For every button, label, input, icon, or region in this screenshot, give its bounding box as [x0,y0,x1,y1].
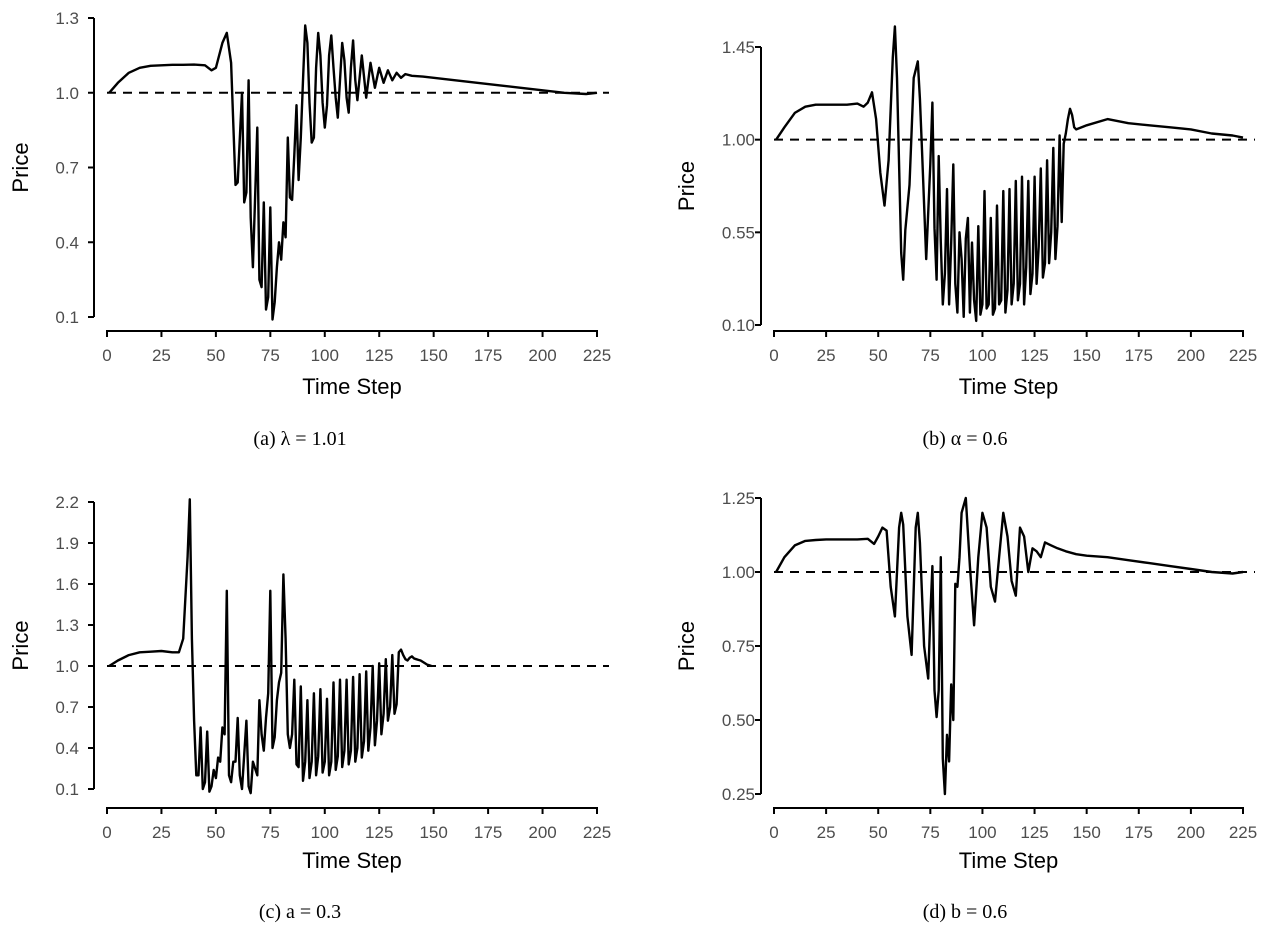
x-tick-label: 0 [769,346,778,365]
y-tick-label: 1.3 [55,9,79,28]
price-series-line [108,24,598,321]
y-tick-label: 0.75 [722,637,755,656]
y-tick-label: 1.9 [55,534,79,553]
x-tick-label: 175 [474,346,502,365]
x-tick-label: 75 [261,823,280,842]
x-tick-label: 75 [921,823,940,842]
y-tick-label: 0.7 [55,698,79,717]
y-tick-label: 0.25 [722,785,755,804]
y-tick-label: 0.7 [55,159,79,178]
x-tick-label: 50 [869,346,888,365]
x-tick-label: 25 [817,346,836,365]
x-tick-label: 100 [968,346,996,365]
chart-panel-3: 0.1 0.4 0.7 1.0 1.3 1.6 1.9 2.2 0 25 50 75 100 125 150… [8,493,611,923]
x-axis-title: Time Step [302,374,401,399]
y-tick-label: 0.1 [55,780,79,799]
x-tick-label: 225 [1229,823,1257,842]
x-tick-label: 25 [152,823,171,842]
x-tick-label: 200 [528,346,556,365]
y-tick-label: 1.25 [722,489,755,508]
panel-caption: (b) α = 0.6 [922,428,1007,450]
chart-panel-2: 0.10 0.55 1.00 1.45 0 25 50 75 100 125 150 175 200 22… [674,25,1257,450]
x-tick-label: 175 [1125,346,1153,365]
chart-panel-1: 0.1 0.4 0.7 1.0 1.3 0 25 50 75 100 125 150 175 200 225… [8,9,611,450]
y-tick-label: 2.2 [55,493,79,512]
y-axis-title: Price [674,621,699,671]
x-tick-label: 125 [365,346,393,365]
x-tick-label: 100 [968,823,996,842]
x-tick-label: 175 [1125,823,1153,842]
chart-panel-4: 0.25 0.50 0.75 1.00 1.25 0 25 50 75 100 125 150 175 2… [674,489,1257,923]
x-tick-label: 200 [1177,346,1205,365]
x-tick-label: 200 [528,823,556,842]
x-tick-label: 25 [152,346,171,365]
price-series-line [775,25,1244,323]
x-tick-label: 50 [206,346,225,365]
x-tick-label: 125 [1020,346,1048,365]
y-axis-title: Price [8,142,33,192]
panel-caption: (d) b = 0.6 [923,901,1008,923]
x-tick-label: 200 [1177,823,1205,842]
price-series-line [775,496,1244,796]
x-axis-title: Time Step [302,848,401,873]
x-tick-label: 0 [102,346,111,365]
x-tick-label: 75 [261,346,280,365]
x-tick-label: 150 [419,823,447,842]
panel-caption: (c) a = 0.3 [259,901,341,923]
x-tick-label: 150 [1072,823,1100,842]
x-tick-label: 150 [1072,346,1100,365]
y-tick-label: 0.55 [722,223,755,242]
y-tick-label: 0.10 [722,316,755,335]
x-tick-label: 100 [311,823,339,842]
x-tick-label: 150 [419,346,447,365]
y-tick-label: 0.4 [55,739,79,758]
y-tick-label: 0.1 [55,308,79,327]
x-tick-label: 225 [583,823,611,842]
x-tick-label: 175 [474,823,502,842]
x-tick-label: 125 [1020,823,1048,842]
y-tick-label: 1.0 [55,84,79,103]
x-tick-label: 100 [311,346,339,365]
x-tick-label: 25 [817,823,836,842]
x-axis-title: Time Step [959,848,1058,873]
price-series-line [108,498,432,795]
x-tick-label: 75 [921,346,940,365]
y-tick-label: 0.4 [55,233,79,252]
x-tick-label: 225 [583,346,611,365]
x-tick-label: 0 [102,823,111,842]
x-tick-label: 225 [1229,346,1257,365]
x-tick-label: 0 [769,823,778,842]
y-tick-label: 1.00 [722,131,755,150]
y-axis-title: Price [8,620,33,670]
y-tick-label: 1.45 [722,38,755,57]
y-tick-label: 1.3 [55,616,79,635]
x-tick-label: 50 [206,823,225,842]
panel-caption: (a) λ = 1.01 [253,428,346,450]
x-tick-label: 125 [365,823,393,842]
y-tick-label: 1.00 [722,563,755,582]
x-axis-title: Time Step [959,374,1058,399]
y-tick-label: 1.0 [55,657,79,676]
y-tick-label: 1.6 [55,575,79,594]
y-axis-title: Price [674,161,699,211]
y-tick-label: 0.50 [722,711,755,730]
x-tick-label: 50 [869,823,888,842]
